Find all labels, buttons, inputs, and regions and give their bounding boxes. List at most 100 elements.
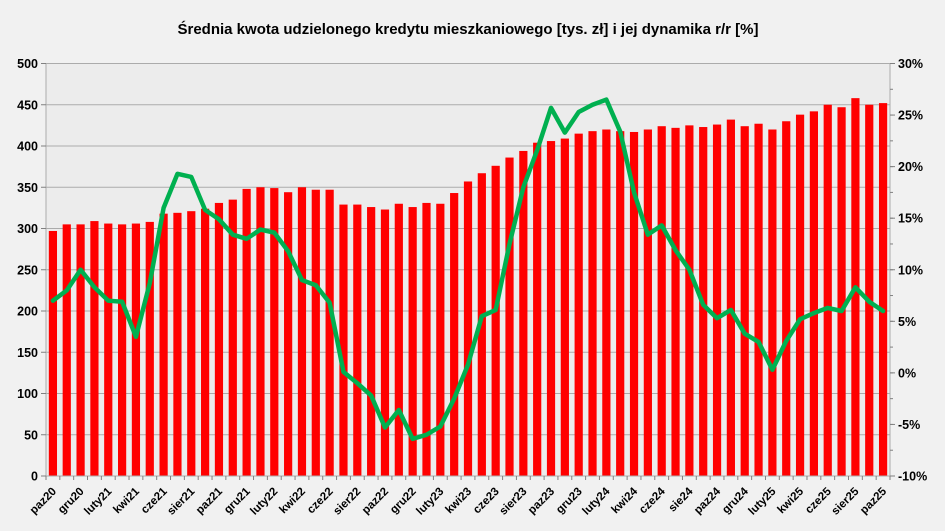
x-axis-label: paz23: [526, 486, 557, 517]
bar-sty24: [588, 131, 597, 476]
right-axis-label: 30%: [898, 57, 923, 71]
x-axis-label: kwi25: [776, 485, 807, 516]
bar-cze23: [491, 165, 500, 477]
bar-wrz23: [533, 142, 542, 476]
bar-kwi22: [297, 187, 307, 476]
x-axis-label: paz20: [28, 486, 59, 517]
x-axis-label: kwi21: [111, 485, 142, 516]
bar-luty23: [436, 203, 445, 476]
right-axis-label: 20%: [898, 160, 923, 174]
left-axis-label: 450: [17, 98, 38, 112]
left-axis-label: 500: [17, 57, 38, 71]
left-axis-label: 350: [17, 181, 38, 195]
bar-mar25: [782, 121, 791, 476]
right-axis-label: -5%: [898, 418, 920, 432]
bar-cze25: [823, 104, 832, 476]
x-axis-label: kwi24: [610, 485, 641, 516]
bar-mar24: [616, 131, 625, 476]
bar-maj24: [643, 129, 652, 476]
bar-paz23: [546, 141, 556, 477]
chart-title: Średnia kwota udzielonego kredytu mieszk…: [178, 20, 759, 38]
right-axis-label: 15%: [898, 212, 923, 226]
right-axis-label: 25%: [898, 109, 923, 123]
x-axis-label: sier25: [830, 485, 862, 517]
bar-mar23: [450, 193, 459, 476]
x-axis-label: cze25: [803, 485, 834, 516]
bar-sty22: [256, 187, 265, 476]
bar-luty25: [768, 129, 777, 476]
bar-paz24: [712, 124, 722, 477]
x-axis-label: gru24: [720, 485, 751, 516]
bar-lip22: [339, 204, 348, 476]
bar-lis23: [560, 138, 569, 476]
bar-wrz21: [201, 208, 210, 476]
x-axis-label: luty25: [747, 485, 779, 517]
bar-paz20: [48, 230, 58, 476]
bar-paz22: [380, 209, 390, 476]
x-axis-label: cze21: [139, 485, 170, 516]
bar-maj25: [809, 111, 819, 476]
x-axis-label: gru22: [388, 486, 419, 517]
left-axis-label: 200: [17, 305, 38, 319]
bar-gru24: [740, 126, 749, 476]
bar-kwi23: [463, 181, 473, 476]
left-axis-label: 50: [24, 428, 38, 442]
bar-lip21: [173, 212, 182, 476]
bar-sier23: [519, 150, 528, 476]
bar-gru21: [242, 188, 251, 476]
bar-luty21: [104, 223, 113, 476]
bar-lip25: [837, 107, 846, 476]
x-axis-label: cze24: [637, 485, 668, 516]
x-axis-label: luty24: [580, 485, 612, 517]
bar-maj22: [311, 189, 320, 476]
right-axis-label: -10%: [898, 470, 927, 484]
left-axis-label: 100: [17, 387, 38, 401]
bar-sty21: [90, 221, 99, 476]
bar-sty23: [422, 202, 431, 477]
bar-kwi24: [629, 131, 639, 476]
x-axis-label: luty23: [414, 486, 446, 518]
left-axis-label: 150: [17, 346, 38, 360]
bar-wrz25: [865, 104, 874, 476]
bar-lis20: [62, 224, 71, 476]
bar-maj21: [145, 221, 154, 476]
bar-lip23: [505, 157, 514, 477]
bar-cze21: [159, 213, 168, 476]
x-axis-label: paz21: [194, 485, 226, 517]
bar-lis22: [394, 203, 403, 476]
bar-luty22: [270, 188, 279, 476]
bar-sier22: [353, 204, 362, 476]
x-axis-label: gru20: [56, 486, 87, 517]
x-axis-label: sie24: [667, 485, 696, 514]
bar-sty25: [754, 123, 763, 476]
left-axis-label: 400: [17, 140, 38, 154]
x-axis-label: cze22: [305, 486, 336, 517]
bar-maj23: [477, 173, 486, 476]
bar-paz25: [878, 103, 888, 476]
x-axis-label: gru23: [554, 486, 585, 517]
x-axis-label: luty21: [82, 485, 114, 517]
bar-cze24: [657, 126, 666, 476]
dynamics-line: [50, 97, 886, 442]
right-axis-label: 5%: [898, 315, 916, 329]
left-axis-label: 0: [31, 470, 38, 484]
bar-lis21: [228, 199, 237, 476]
bar-gru20: [76, 224, 85, 476]
left-axis-label: 250: [17, 263, 38, 277]
x-axis-label: cze23: [471, 486, 502, 517]
x-axis-label: gru21: [222, 485, 253, 516]
bar-paz21: [214, 202, 224, 477]
bar-lis24: [726, 119, 735, 476]
x-axis-label: sier23: [497, 486, 529, 518]
right-axis-label: 10%: [898, 263, 923, 277]
right-axis-label: 0%: [898, 366, 916, 380]
x-axis-label: kwi23: [443, 486, 474, 517]
bar-kwi21: [131, 223, 141, 476]
bar-kwi25: [795, 114, 805, 477]
bar-mar22: [284, 192, 293, 476]
bar-sier21: [187, 211, 196, 477]
x-axis-label: paz25: [858, 485, 890, 517]
x-axis-label: kwi22: [277, 486, 308, 517]
